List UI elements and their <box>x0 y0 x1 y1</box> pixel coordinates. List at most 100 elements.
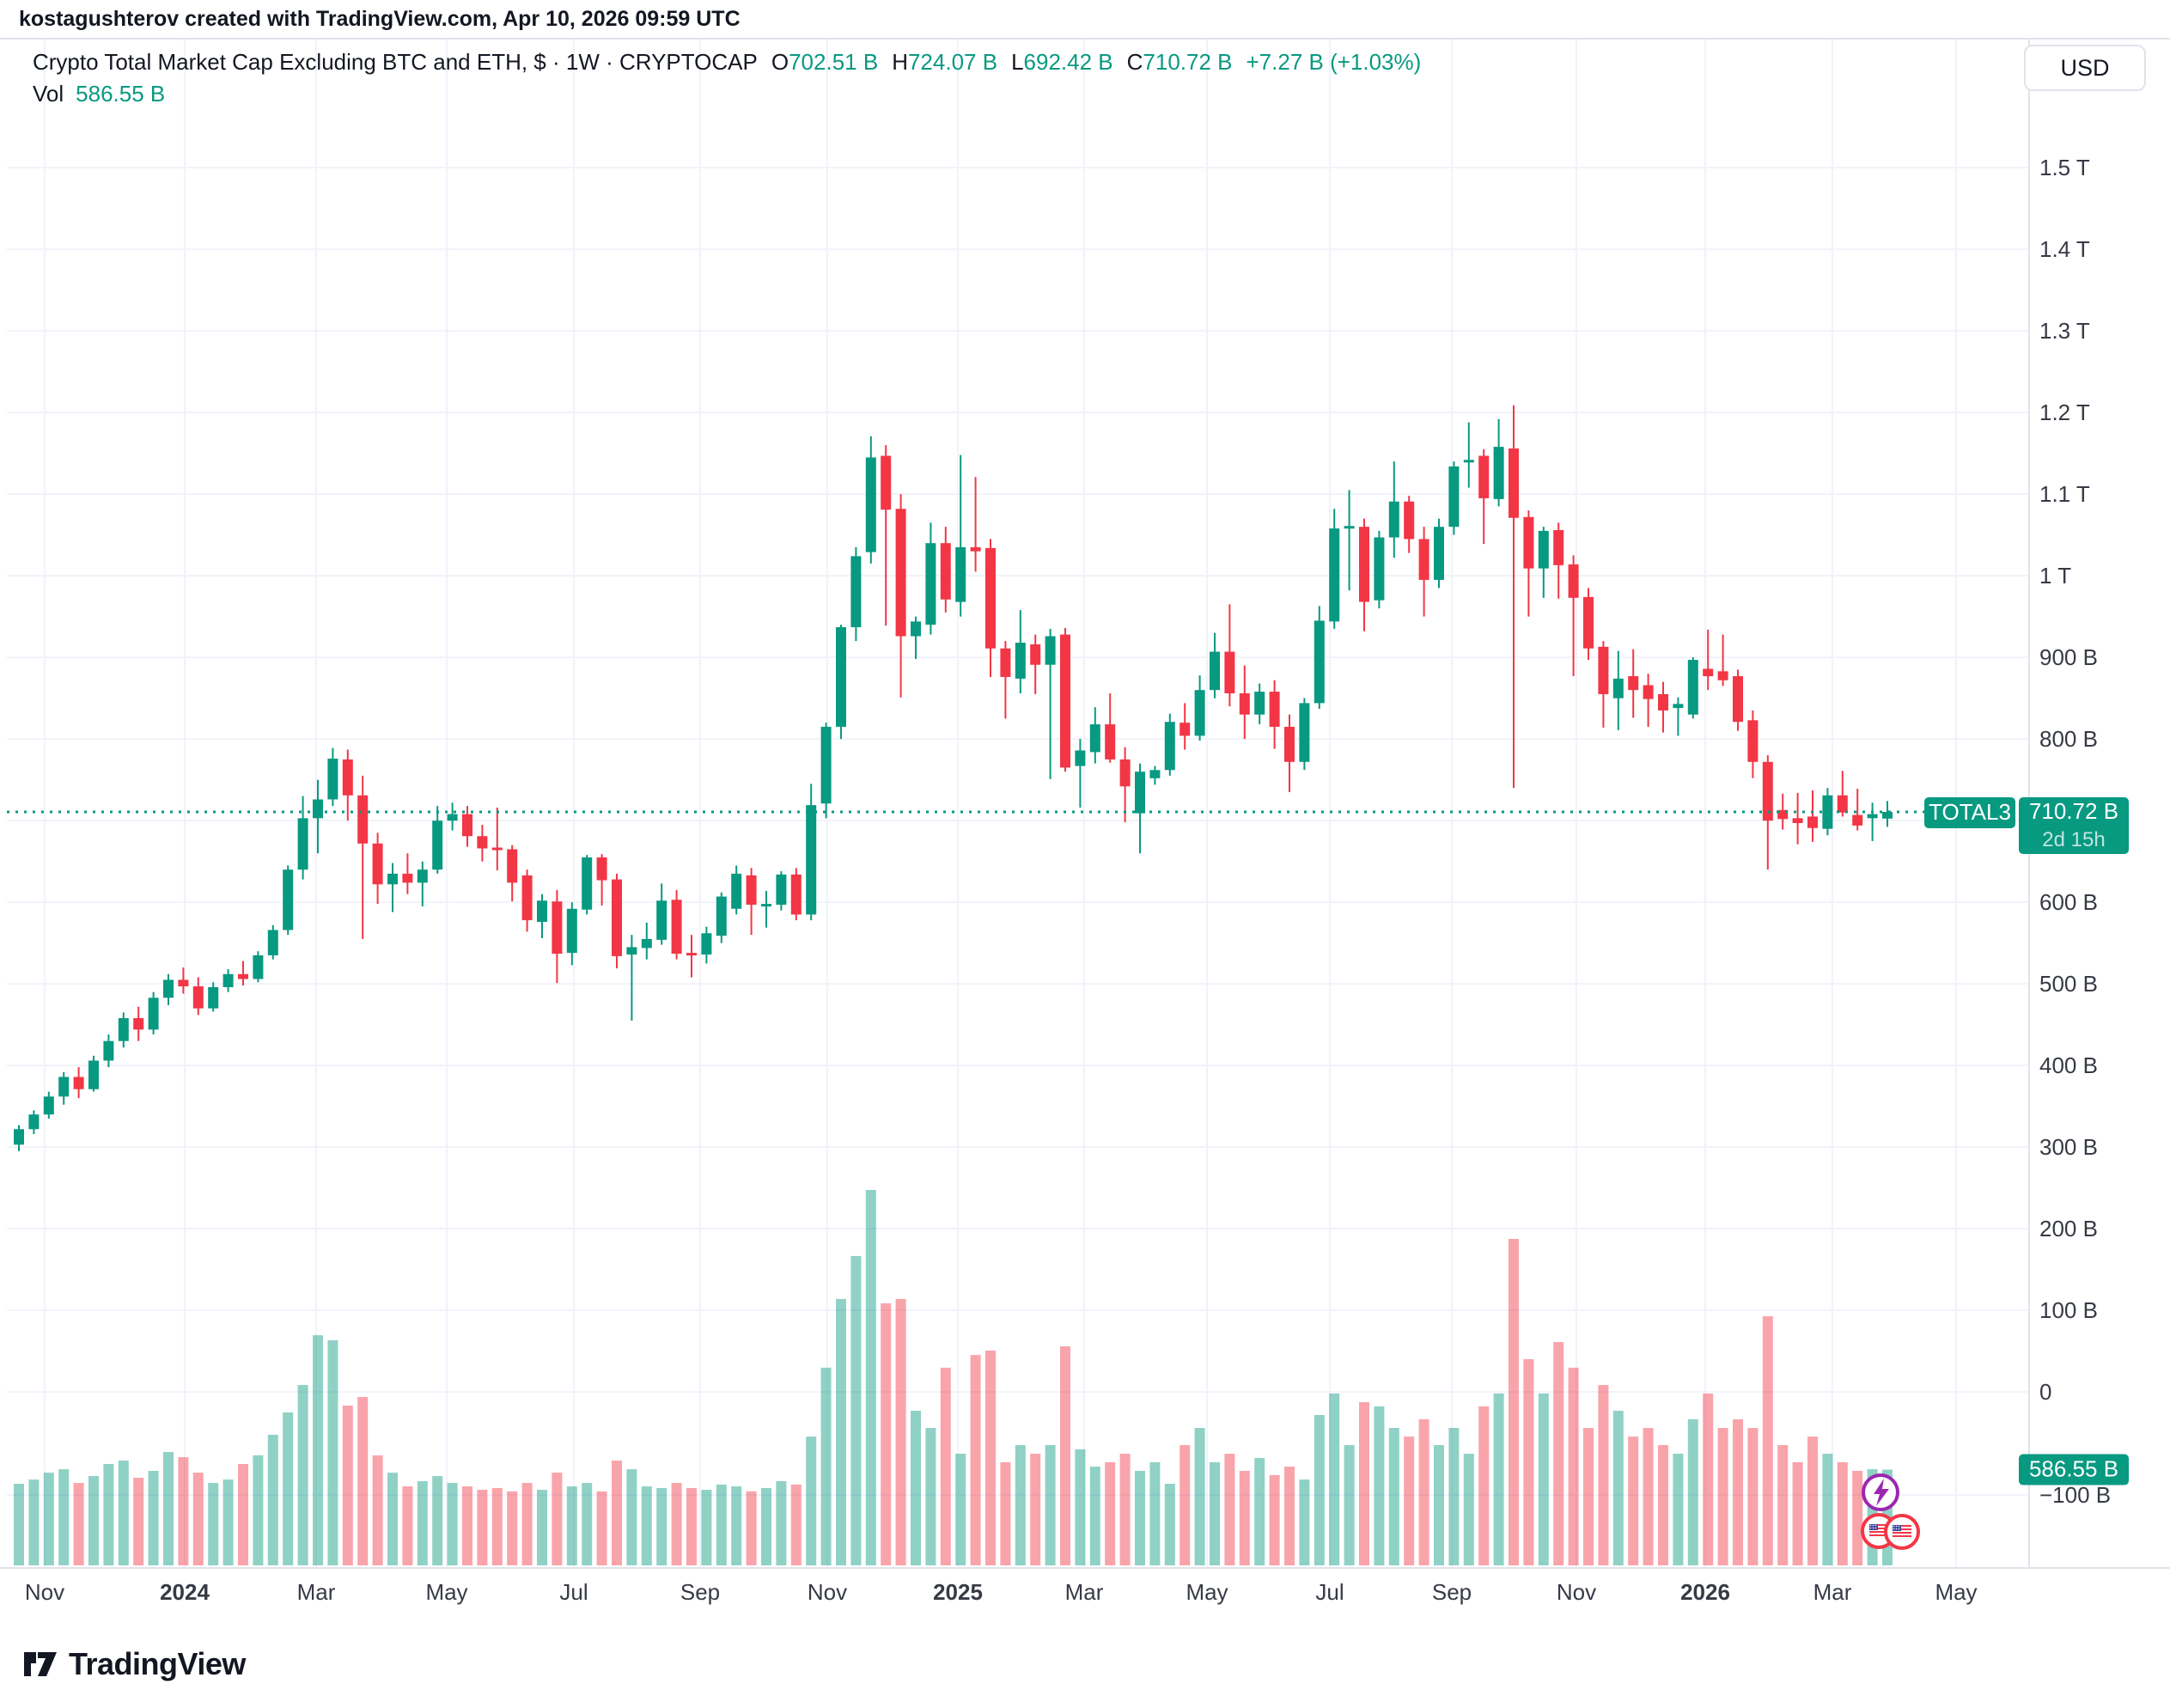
time-axis-label[interactable]: Jul <box>1315 1579 1344 1605</box>
time-axis-label[interactable]: 2025 <box>933 1579 983 1605</box>
time-axis-label[interactable]: 2024 <box>160 1579 210 1605</box>
candle-body <box>1060 634 1070 768</box>
volume-bar <box>1149 1461 1161 1565</box>
volume-bar <box>895 1298 906 1565</box>
time-axis-label[interactable]: Mar <box>1065 1579 1104 1605</box>
symbol-title[interactable]: Crypto Total Market Cap Excluding BTC an… <box>33 49 758 75</box>
candle-body <box>491 847 503 851</box>
volume-bar <box>925 1428 936 1565</box>
price-axis-label[interactable]: 1.5 T <box>2039 155 2090 180</box>
volume-bar <box>746 1491 757 1565</box>
symbol-legend[interactable]: Crypto Total Market Cap Excluding BTC an… <box>33 49 1421 76</box>
candle-body <box>1837 795 1848 813</box>
currency-toggle-button[interactable]: USD <box>2024 45 2146 91</box>
last-price-tag-bg <box>2019 797 2129 854</box>
volume-bar <box>118 1461 129 1565</box>
volume-bar <box>1523 1359 1534 1565</box>
price-axis-label[interactable]: 600 B <box>2039 889 2098 915</box>
volume-bar <box>238 1464 248 1565</box>
volume-bar <box>103 1464 114 1565</box>
price-axis-label[interactable]: 200 B <box>2039 1216 2098 1241</box>
volume-bar <box>1254 1457 1265 1565</box>
price-axis-label[interactable]: 1.1 T <box>2039 481 2090 507</box>
candle-body <box>955 546 966 602</box>
price-axis-label[interactable]: 1.3 T <box>2039 318 2090 344</box>
time-axis-label[interactable]: Sep <box>1432 1579 1472 1605</box>
volume-bar <box>761 1487 771 1565</box>
candle-body <box>357 795 369 844</box>
candle-body <box>940 543 951 600</box>
price-axis-label[interactable]: 800 B <box>2039 726 2098 752</box>
candle-body <box>626 947 637 955</box>
time-axis-label[interactable]: Mar <box>297 1579 336 1605</box>
symbol-tag-bg <box>1924 797 2015 828</box>
us-flag-star <box>1872 1527 1874 1529</box>
candle-body <box>1509 448 1519 518</box>
candle-body <box>641 938 652 949</box>
time-axis-label[interactable]: Jul <box>559 1579 588 1605</box>
candle-body <box>118 1018 129 1041</box>
price-axis-label[interactable]: 900 B <box>2039 644 2098 670</box>
price-axis-label[interactable]: 1 T <box>2039 563 2071 589</box>
volume-bar <box>1404 1437 1415 1565</box>
price-axis-label[interactable]: 1.4 T <box>2039 236 2090 262</box>
volume-bar <box>1658 1444 1668 1565</box>
volume-bar <box>1673 1454 1684 1565</box>
tradingview-logo[interactable]: TradingView <box>22 1646 246 1682</box>
candle-body <box>776 874 787 906</box>
tradingview-logo-icon <box>24 1652 57 1676</box>
candle-body <box>552 901 563 955</box>
volume-bar <box>1434 1444 1444 1565</box>
volume-bar <box>1060 1346 1070 1565</box>
candle-body <box>985 547 996 649</box>
volume-bar <box>267 1435 278 1565</box>
candle-body <box>911 621 921 637</box>
time-axis-label[interactable]: 2026 <box>1680 1579 1730 1605</box>
price-axis-label[interactable]: 500 B <box>2039 971 2098 997</box>
price-axis-label[interactable]: 400 B <box>2039 1052 2098 1078</box>
price-axis-label[interactable]: 300 B <box>2039 1134 2098 1160</box>
price-axis-label[interactable]: 0 <box>2039 1379 2051 1405</box>
volume-bar <box>313 1335 323 1565</box>
volume-bar <box>1015 1444 1026 1565</box>
candle-body <box>1658 693 1668 711</box>
price-axis-label[interactable]: 100 B <box>2039 1297 2098 1323</box>
candle-body <box>432 820 443 870</box>
volume-bar <box>1643 1428 1654 1565</box>
candle-body <box>342 759 353 796</box>
candle-body <box>1299 703 1310 762</box>
time-axis-label[interactable]: May <box>1186 1579 1228 1605</box>
candle-body <box>881 455 892 510</box>
candle-body <box>507 849 518 883</box>
time-axis-label[interactable]: Mar <box>1813 1579 1852 1605</box>
candle-body <box>1583 596 1594 649</box>
volume-bar <box>1388 1428 1399 1565</box>
price-axis-label[interactable]: 1.2 T <box>2039 400 2090 425</box>
time-axis-label[interactable]: Nov <box>808 1579 847 1605</box>
candle-body <box>746 875 757 906</box>
us-flag-star <box>1893 1525 1895 1528</box>
volume-bar <box>955 1454 966 1565</box>
volume-bar <box>1792 1461 1803 1565</box>
volume-bar <box>1568 1367 1579 1565</box>
price-axis-label[interactable]: −100 B <box>2039 1482 2111 1508</box>
time-axis-label[interactable]: May <box>425 1579 467 1605</box>
volume-bar <box>1553 1342 1564 1565</box>
candle-body <box>671 900 682 955</box>
lightning-bolt-icon <box>1874 1479 1889 1506</box>
candle-body <box>148 997 159 1030</box>
candle-body <box>1269 692 1280 727</box>
volume-bar <box>865 1190 876 1565</box>
candle-body <box>1717 671 1728 680</box>
volume-bar <box>192 1473 204 1565</box>
time-axis-label[interactable]: Nov <box>1557 1579 1596 1605</box>
candle-body <box>1239 692 1250 715</box>
time-axis-label[interactable]: Nov <box>25 1579 64 1605</box>
volume-bar <box>1164 1484 1175 1565</box>
candle-body <box>313 799 323 819</box>
time-axis-label[interactable]: May <box>1935 1579 1977 1605</box>
time-axis-label[interactable]: Sep <box>680 1579 720 1605</box>
candle-body <box>1075 750 1086 766</box>
us-flag-stripe <box>1869 1531 1888 1533</box>
